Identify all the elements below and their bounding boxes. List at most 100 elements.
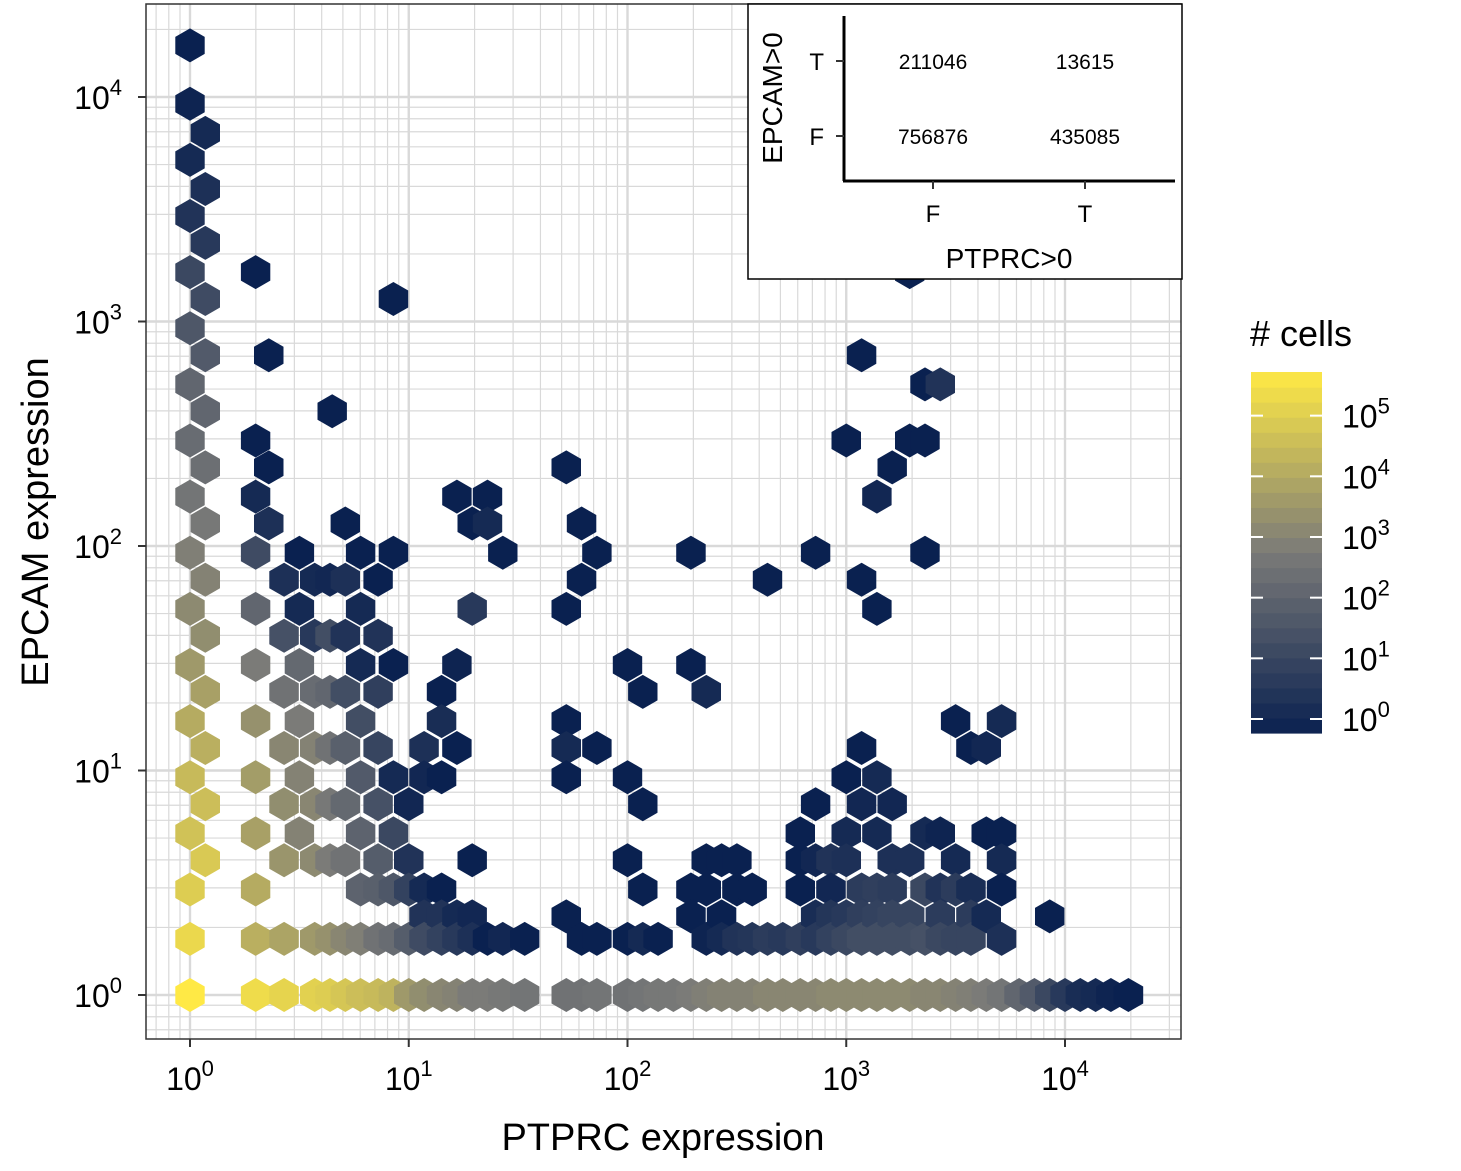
legend-color-step [1251, 522, 1322, 539]
hexbin-cell [986, 704, 1017, 739]
legend-color-step [1251, 597, 1322, 614]
y-axis-label: EPCAM expression [15, 357, 57, 686]
hexbin-cell [1113, 978, 1144, 1012]
hexbin-cell [442, 648, 472, 682]
hexbin-cell [254, 450, 284, 485]
legend-color-step [1251, 372, 1322, 388]
hexbin-cell [752, 562, 783, 597]
hexbin-cell [862, 479, 892, 514]
hexbin-cell [910, 423, 940, 458]
legend-title: # cells [1250, 313, 1352, 354]
hexbin-cell [551, 591, 581, 626]
hexbin-cell [363, 787, 393, 822]
hexbin-cell [175, 479, 205, 514]
hexbin-cell [800, 535, 831, 570]
hexbin-cell [345, 704, 376, 739]
x-tick-label: 100 [166, 1056, 214, 1097]
hexbin-cell [363, 843, 393, 878]
hexbin-cell [800, 787, 831, 822]
y-tick-label: 104 [74, 75, 122, 116]
hexbin-cell [175, 591, 205, 626]
hexbin-cell [940, 704, 971, 739]
hexbin-cell [378, 282, 409, 316]
hexbin-cell [175, 423, 205, 458]
hexbin-cell [190, 674, 220, 709]
hexbin-cell [175, 535, 205, 570]
hexbin-cell [284, 760, 315, 795]
hexbin-cell [190, 843, 220, 878]
hexbin-cell [426, 674, 457, 709]
hexbin-cell [190, 618, 220, 653]
hexbin-cell [330, 843, 360, 878]
hexbin-cell [846, 731, 877, 765]
hexbin-cell [895, 843, 925, 878]
x-axis-label: PTPRC expression [501, 1117, 824, 1159]
hexbin-cell [846, 787, 877, 822]
hexbin-cell [457, 899, 487, 934]
hexbin-cell [986, 843, 1017, 878]
hexbin-cell [190, 731, 220, 765]
hexbin-cell [284, 535, 315, 570]
hexbin-cell [240, 760, 271, 795]
inset-y-axis-label: EPCAM>0 [757, 32, 788, 164]
legend-color-step [1251, 387, 1322, 403]
legend-color-step [1251, 582, 1322, 599]
legend-color-step [1251, 492, 1322, 508]
hexbin-cell [877, 872, 907, 907]
hexbin-cell [956, 921, 986, 956]
hexbin-cell [240, 921, 271, 956]
hexbin-cell [240, 978, 271, 1012]
hexbin-cell [426, 704, 457, 739]
hexbin-cell [1035, 899, 1065, 934]
legend-colorbar [1251, 372, 1322, 734]
hexbin-cell [472, 506, 503, 541]
hexbin-cell [284, 704, 315, 739]
hexbin-cell [378, 648, 409, 682]
hexbin-cell [269, 562, 299, 597]
inset-x-tick-label-f: F [926, 201, 941, 228]
hexbin-cell [254, 506, 284, 541]
hexbin-cell [269, 978, 299, 1012]
hexbin-cell [877, 787, 907, 822]
hexbin-cell [831, 423, 861, 458]
legend-color-step [1251, 507, 1322, 524]
hexbin-cell [240, 479, 271, 514]
hexbin-cell [940, 843, 971, 878]
hexbin-cell [190, 450, 220, 485]
hexbin-cell [831, 843, 861, 878]
hexbin-cell [363, 674, 393, 709]
hexbin-cell [363, 618, 393, 653]
legend-tick-label: 101 [1342, 636, 1390, 677]
hexbin-cell [284, 591, 315, 626]
hexbin-cell [551, 731, 581, 765]
hexbin-cell [925, 367, 955, 402]
hexbin-cell [175, 142, 205, 177]
hexbin-cell [737, 872, 767, 907]
hexbin-cell [175, 311, 205, 346]
legend-tick-label: 103 [1342, 515, 1390, 556]
hexbin-cell [175, 255, 205, 290]
hexbin-cell [378, 760, 409, 795]
hexbin-cell [426, 872, 457, 907]
hexbin-cell [566, 562, 597, 597]
legend-tick-label: 105 [1342, 394, 1390, 435]
hexbin-cell [676, 899, 706, 934]
hexbin-cell [956, 872, 986, 907]
legend: # cells 100 101 102 103 104 105 [1250, 313, 1390, 738]
hexbin-cell [240, 423, 271, 458]
hexbin-cell [925, 816, 955, 851]
hexbin-cell [190, 225, 220, 260]
hexbin-cell [551, 760, 581, 795]
hexbin-cell [254, 338, 284, 373]
hexbin-cell [269, 921, 299, 956]
hexbin-cell [831, 816, 861, 851]
hexbin-cell [628, 872, 658, 907]
hexbin-cell [175, 978, 205, 1012]
x-axis-ticks: 100 101 102 103 104 [166, 1039, 1089, 1097]
hexbin-cell [269, 674, 299, 709]
inset-x-tick-label-t: T [1078, 201, 1093, 228]
hexbin-cell [510, 978, 540, 1012]
plot-panel-border [145, 3, 1182, 1040]
hexbin-cell [190, 172, 220, 206]
